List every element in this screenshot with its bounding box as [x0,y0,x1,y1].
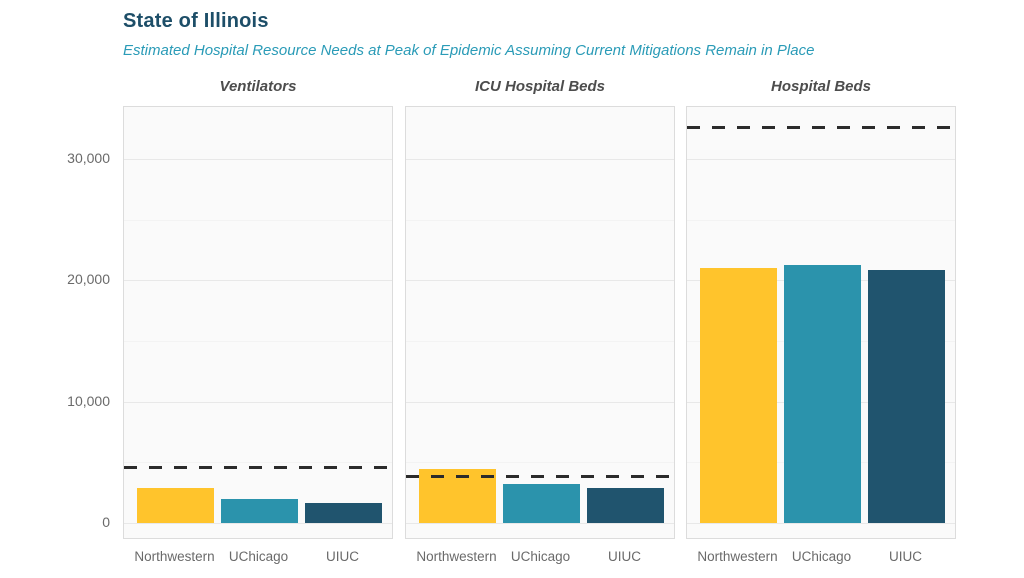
y-axis-tick-label: 20,000 [67,271,110,288]
chart-subtitle: Estimated Hospital Resource Needs at Pea… [123,42,815,59]
x-axis-label-uchicago: UChicago [510,549,571,564]
bar-uchicago [503,483,580,523]
capacity-dashed-line [124,465,392,469]
bar-uiuc [868,269,945,523]
x-axis-label-northwestern: Northwestern [697,549,778,564]
major-gridline [687,159,955,161]
panel-ventilators [123,106,393,539]
x-axis-label-northwestern: Northwestern [134,549,215,564]
major-gridline [406,401,674,403]
bar-northwestern [700,268,777,524]
major-gridline [687,523,955,525]
bar-northwestern [137,487,214,524]
panel-title-hospital-beds: Hospital Beds [770,78,872,95]
panel-hospital-beds [686,106,956,539]
x-axis-label-uiuc: UIUC [326,549,359,564]
y-axis-tick-label: 30,000 [67,150,110,167]
panel-title-ventilators: Ventilators [219,78,297,95]
capacity-dashed-line [687,126,955,130]
minor-gridline [406,219,674,221]
minor-gridline [124,462,392,464]
x-axis-label-northwestern: Northwestern [416,549,497,564]
x-axis-label-uchicago: UChicago [791,549,852,564]
bar-uiuc [305,503,382,523]
major-gridline [406,280,674,282]
panel-title-icu-hospital-beds: ICU Hospital Beds [474,78,606,95]
chart-title: State of Illinois [123,10,269,32]
y-axis-tick-label: 10,000 [67,392,110,409]
x-axis-label-uchicago: UChicago [228,549,289,564]
minor-gridline [124,219,392,221]
bar-uchicago [784,264,861,524]
y-axis-tick-label: 0 [102,514,110,531]
major-gridline [406,159,674,161]
x-axis-label-uiuc: UIUC [889,549,922,564]
minor-gridline [124,341,392,343]
panel-icu-hospital-beds [405,106,675,539]
major-gridline [124,523,392,525]
major-gridline [124,401,392,403]
major-gridline [124,280,392,282]
minor-gridline [406,341,674,343]
major-gridline [406,523,674,525]
minor-gridline [687,219,955,221]
capacity-dashed-line [406,475,674,479]
x-axis-label-uiuc: UIUC [608,549,641,564]
minor-gridline [406,462,674,464]
bar-uchicago [221,499,298,523]
major-gridline [124,159,392,161]
bar-uiuc [587,487,664,524]
